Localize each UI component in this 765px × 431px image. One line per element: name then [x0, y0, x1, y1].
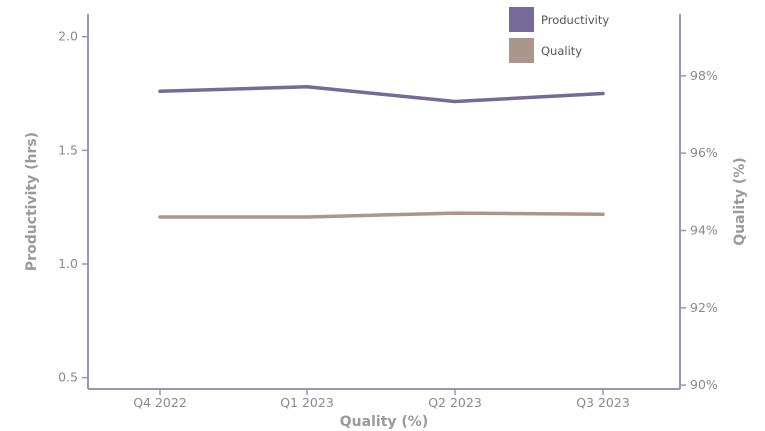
left-tick-label: 2.0 [58, 29, 78, 44]
left-y-axis-title: Productivity (hrs) [24, 132, 40, 271]
series-lines [158, 84, 605, 219]
right-tick-label: 94% [690, 222, 718, 237]
left-tick-label: 0.5 [58, 370, 78, 385]
right-tick-label: 90% [690, 377, 718, 392]
legend-label-productivity: Productivity [541, 13, 609, 27]
x-tick-label: Q1 2023 [280, 395, 334, 410]
right-tick-label: 92% [690, 300, 718, 315]
x-tick-label: Q2 2023 [428, 395, 482, 410]
right-y-axis-title: Quality (%) [732, 157, 748, 245]
series-line-productivity [158, 84, 605, 104]
right-tick-label: 96% [690, 145, 718, 160]
left-tick-label: 1.5 [58, 142, 78, 157]
right-tick-label: 98% [690, 68, 718, 83]
legend-swatch-productivity [509, 7, 534, 32]
x-axis-title: Quality (%) [340, 414, 428, 430]
x-tick-label: Q4 2022 [133, 395, 187, 410]
legend: Productivity Quality [509, 7, 609, 63]
left-y-ticks: 0.5 1.0 1.5 2.0 [58, 29, 88, 385]
right-y-ticks: 90% 92% 94% 96% 98% [680, 68, 718, 392]
legend-swatch-quality [509, 38, 534, 63]
legend-label-quality: Quality [541, 44, 582, 58]
x-tick-label: Q3 2023 [576, 395, 630, 410]
left-tick-label: 1.0 [58, 256, 78, 271]
x-ticks: Q4 2022 Q1 2023 Q2 2023 Q3 2023 [133, 389, 630, 410]
axes [87, 14, 681, 390]
series-line-quality [158, 211, 605, 219]
